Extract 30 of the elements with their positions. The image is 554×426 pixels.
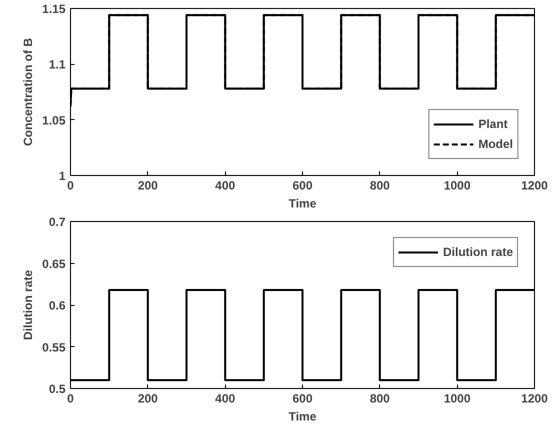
x-tick-label: 400 — [215, 178, 236, 192]
y-tick-label: 0.5 — [48, 382, 66, 396]
x-tick-label: 1200 — [521, 178, 548, 192]
x-tick-label: 200 — [138, 178, 158, 192]
x-tick-label: 600 — [292, 392, 313, 406]
x-tick-label: 1000 — [444, 178, 471, 192]
x-tick-label: 800 — [370, 392, 390, 406]
x-tick-label: 1200 — [521, 392, 548, 406]
legend-label: Model — [478, 137, 513, 151]
legend-label: Plant — [478, 117, 508, 131]
x-tick-label: 200 — [138, 392, 158, 406]
x-axis-title: Time — [288, 196, 317, 210]
y-tick-label: 1.1 — [48, 58, 66, 72]
y-tick-label: 1 — [58, 169, 66, 183]
y-tick-label: 0.6 — [48, 298, 66, 312]
y-tick-label: 0.65 — [42, 256, 66, 271]
x-axis-title: Time — [288, 410, 317, 424]
y-tick-label: 0.7 — [48, 215, 66, 229]
x-tick-label: 800 — [370, 178, 390, 192]
y-tick-label: 1.05 — [42, 113, 66, 128]
y-tick-label: 0.55 — [42, 340, 66, 354]
x-tick-label: 0 — [67, 178, 74, 192]
y-axis-title: Concentration of B — [21, 38, 36, 146]
x-tick-label: 0 — [67, 392, 74, 406]
y-tick-label: 1.15 — [42, 2, 66, 16]
x-tick-label: 600 — [292, 178, 313, 192]
x-tick-label: 1000 — [444, 392, 471, 406]
y-axis-title: Dilution rate — [21, 270, 36, 340]
x-tick-label: 400 — [215, 392, 236, 406]
legend-label: Dilution rate — [442, 245, 513, 259]
